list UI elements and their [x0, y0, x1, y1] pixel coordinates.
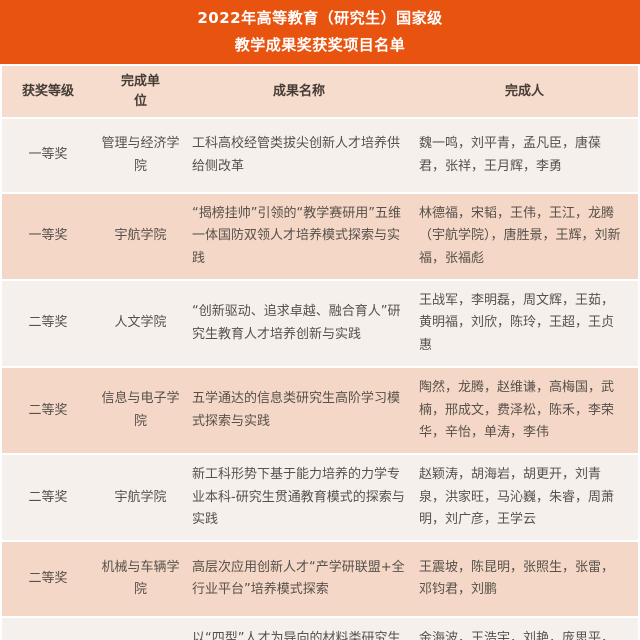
column-header-unit-label: 完成单位 — [120, 74, 160, 109]
achievement-name-cell: “创新驱动、追求卓越、融合育人”研究生教育人才培养创新与实践 — [192, 304, 401, 342]
people-cell: 王震坡，陈昆明，张照生，张雷，邓钧君，刘鹏 — [419, 559, 615, 598]
award-level-cell: 二等奖 — [2, 630, 94, 640]
people-cell: 魏一鸣，刘平青，孟凡臣，唐葆君，张祥，王月辉，李勇 — [419, 136, 602, 174]
table-header-row: 获奖等级 完成单位 成果名称 完成人 — [2, 66, 638, 117]
achievement-name-cell: 工科高校经管类拔尖创新人才培养供给侧改革 — [192, 136, 401, 174]
table-row: 一等奖 宇航学院 “揭榜挂帅”引领的“教学赛研用”五维一体国防双领人才培养模式探… — [2, 194, 638, 280]
achievement-name-cell: “揭榜挂帅”引领的“教学赛研用”五维一体国防双领人才培养模式探索与实践 — [192, 206, 401, 266]
award-level-cell: 二等奖 — [28, 489, 68, 505]
achievement-name-cell: 以“四型”人才为导向的材料类研究生“三元五段”分类培养模式 — [192, 630, 401, 640]
table-row: 一等奖 管理与经济学院 工科高校经管类拔尖创新人才培养供给侧改革 魏一鸣，刘平青… — [2, 119, 638, 192]
unit-cell: 人文学院 — [114, 315, 167, 331]
unit-cell: 宇航学院 — [114, 228, 167, 244]
achievement-name-cell: 高层次应用创新人才“产学研联盟+全行业平台”培养模式探索 — [192, 559, 405, 598]
column-header-unit: 完成单位 — [94, 66, 187, 117]
award-level-cell: 二等奖 — [28, 402, 68, 418]
award-level-cell: 一等奖 — [28, 228, 68, 244]
column-header-achievement: 成果名称 — [272, 83, 325, 99]
page-title-line1: 2022年高等教育（研究生）国家级 — [197, 9, 443, 27]
people-cell: 赵颖涛，胡海岩，胡更开，刘青泉，洪家旺，马沁巍，朱睿，周萧明，刘广彦，王学云 — [419, 467, 615, 527]
award-level-cell: 二等奖 — [28, 315, 68, 331]
table-row: 二等奖 宇航学院 新工科形势下基于能力培养的力学专业本科-研究生贯通教育模式的探… — [2, 455, 638, 541]
unit-cell: 材料学院 — [94, 630, 187, 640]
unit-cell: 机械与车辆学院 — [101, 559, 180, 598]
column-header-award-level: 获奖等级 — [21, 83, 74, 99]
achievement-name-cell: 五学通达的信息类研究生高阶学习模式探索与实践 — [192, 391, 401, 429]
people-cell: 陶然，龙腾，赵维谦，高梅国，武楠，邢成文，费泽松，陈禾，李荣华，辛怡，单涛，李伟 — [419, 380, 615, 440]
people-cell: 金海波，王浩宇，刘艳，庞思平，孙秋红，吴川 — [419, 630, 615, 640]
table-row: 二等奖 信息与电子学院 五学通达的信息类研究生高阶学习模式探索与实践 陶然，龙腾… — [2, 368, 638, 454]
title-banner: 2022年高等教育（研究生）国家级 教学成果奖获奖项目名单 — [0, 0, 640, 64]
achievement-name-cell: 新工科形势下基于能力培养的力学专业本科-研究生贯通教育模式的探索与实践 — [192, 467, 405, 527]
people-cell: 林德福，宋韬，王伟，王江，龙腾（宇航学院），唐胜景，王辉，刘新福，张福彪 — [419, 206, 621, 266]
table-row: 二等奖 人文学院 “创新驱动、追求卓越、融合育人”研究生教育人才培养创新与实践 … — [2, 281, 638, 367]
unit-cell: 信息与电子学院 — [101, 391, 180, 429]
people-cell: 王战军，李明磊，周文辉，王茹，黄明福，刘欣，陈玲，王超，王贞惠 — [419, 293, 615, 353]
awards-table: 获奖等级 完成单位 成果名称 完成人 一等奖 管理与经济学院 工科高校经管类拔尖… — [0, 64, 640, 640]
page-title-line2: 教学成果奖获奖项目名单 — [234, 36, 406, 54]
table-row: 二等奖 机械与车辆学院 高层次应用创新人才“产学研联盟+全行业平台”培养模式探索… — [2, 542, 638, 617]
unit-cell: 管理与经济学院 — [101, 136, 180, 174]
award-level-cell: 二等奖 — [28, 571, 68, 587]
unit-cell: 宇航学院 — [114, 489, 167, 505]
table-row: 二等奖 材料学院 以“四型”人才为导向的材料类研究生“三元五段”分类培养模式 金… — [2, 618, 638, 640]
award-level-cell: 一等奖 — [28, 147, 68, 163]
column-header-people: 完成人 — [504, 83, 544, 99]
